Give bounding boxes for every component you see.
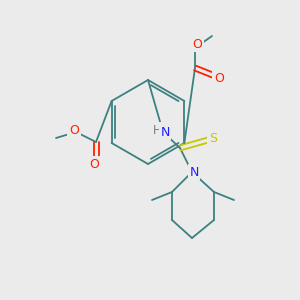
- Text: O: O: [214, 71, 224, 85]
- Text: O: O: [89, 158, 99, 170]
- Text: S: S: [209, 131, 217, 145]
- Text: O: O: [192, 38, 202, 50]
- Text: N: N: [160, 125, 170, 139]
- Text: N: N: [189, 166, 199, 178]
- Text: O: O: [69, 124, 79, 136]
- Text: H: H: [153, 124, 161, 136]
